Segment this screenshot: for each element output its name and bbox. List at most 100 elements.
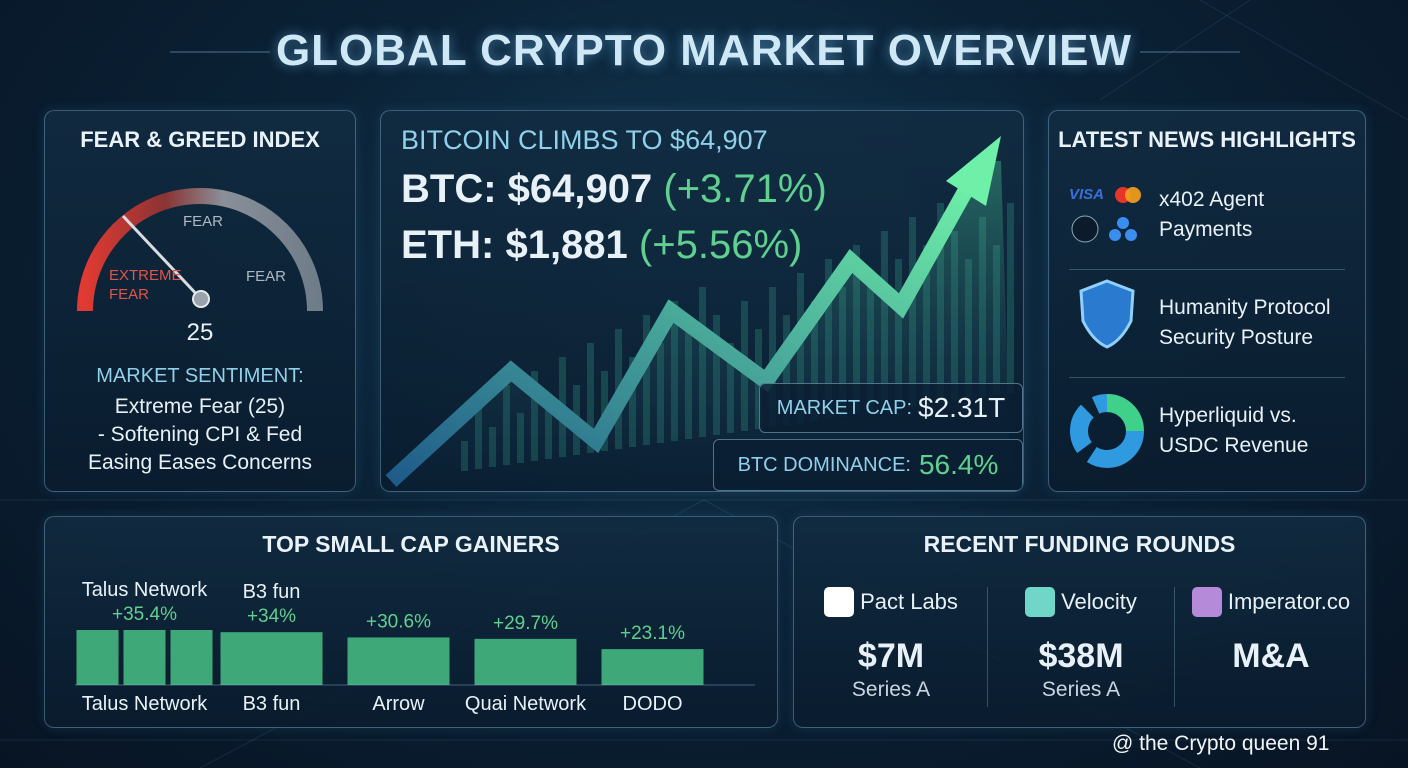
gainers-chart: +35.4% Talus Network Talus Network +34% B3 f…: [75, 579, 755, 715]
market-cap-box: MARKET CAP: $2.31T: [759, 383, 1023, 433]
top-name: B3 fun: [243, 581, 301, 603]
funding-amount: $7M: [857, 637, 925, 675]
sentiment-label: MARKET SENTIMENT:: [96, 365, 304, 387]
funding-logo: [1191, 587, 1222, 617]
x-tick-label: Arrow: [372, 693, 425, 715]
funding-logo: [1025, 587, 1056, 617]
eth-label: ETH:: [401, 223, 495, 267]
divider: [987, 587, 988, 707]
news-line: Security Posture: [1159, 326, 1314, 349]
bar: [601, 649, 704, 685]
funding-panel: RECENT FUNDING ROUNDS Pact Labs $7M Series…: [793, 516, 1366, 728]
divider: [1069, 377, 1345, 378]
value-label: +23.1%: [620, 623, 685, 644]
gainers-panel: TOP SMALL CAP GAINERS +35.4% Talus Networ…: [44, 516, 778, 728]
arrow-head: [946, 136, 1001, 206]
hero-panel: BITCOIN CLIMBS TO $64,907 BTC: $64,907 (…: [380, 110, 1024, 492]
funding-round: Series A: [1041, 678, 1121, 701]
funding-amount: M&A: [1232, 637, 1310, 675]
panel-title: TOP SMALL CAP GAINERS: [262, 531, 560, 557]
news-line: Hyperliquid vs.: [1159, 404, 1297, 427]
funding-name-row: Pact Labs: [796, 587, 986, 617]
news-line: x402 Agent: [1159, 188, 1265, 211]
panel-title: LATEST NEWS HIGHLIGHTS: [1058, 127, 1356, 152]
news-item: x402 Agent Payments: [1159, 185, 1264, 245]
divider: [1069, 269, 1345, 270]
funding-name: Imperator.co: [1227, 589, 1351, 614]
logo-circle: [1071, 215, 1099, 243]
news-item: Hyperliquid vs. USDC Revenue: [1159, 401, 1308, 461]
funding-logo: [824, 587, 855, 617]
news-item: Humanity Protocol Security Posture: [1159, 293, 1331, 353]
news-panel: LATEST NEWS HIGHLIGHTS VISA x402 Agent Pa…: [1048, 110, 1366, 492]
market-cap-label: MARKET CAP:: [776, 396, 913, 419]
funding-name-row: Velocity: [986, 587, 1176, 617]
fear-greed-panel: FEAR & GREED INDEX EXTREME FEAR FEAR FEA…: [44, 110, 356, 492]
value-label: +34%: [247, 606, 296, 627]
funding-item: Velocity $38M Series A: [986, 587, 1176, 702]
funding-item: Imperator.co M&A: [1176, 587, 1366, 676]
eth-change: (+5.56%): [638, 223, 803, 267]
gauge-label: FEAR: [183, 213, 224, 230]
sentiment-line: - Softening CPI & Fed: [97, 423, 303, 446]
logo-dot: [1109, 229, 1121, 241]
gauge: [77, 188, 323, 312]
candle: [587, 343, 594, 453]
funding-item: Pact Labs $7M Series A: [796, 587, 986, 702]
eth-price: ETH: $1,881 (+5.56%): [401, 223, 802, 268]
headline: BITCOIN CLIMBS TO $64,907: [401, 125, 768, 155]
bar: [220, 632, 323, 685]
value-label: +30.6%: [366, 611, 431, 632]
news-line: Humanity Protocol: [1159, 296, 1331, 319]
x-tick-label: Talus Network: [82, 693, 209, 715]
panel-title: RECENT FUNDING ROUNDS: [923, 531, 1236, 557]
dominance-label: BTC DOMINANCE:: [737, 453, 911, 476]
btc-label: BTC:: [401, 167, 497, 211]
funding-amount: $38M: [1038, 637, 1124, 675]
btc-change: (+3.71%): [663, 167, 827, 211]
bar: [474, 638, 577, 685]
news-line: Payments: [1159, 218, 1253, 241]
dominance-value: 56.4%: [918, 449, 999, 480]
btc-value: $64,907: [507, 167, 653, 211]
watermark: @ the Crypto queen 91: [1112, 732, 1330, 755]
market-cap-value: $2.31T: [918, 392, 1006, 423]
gauge-label: EXTREME: [109, 267, 182, 284]
logo-dot: [1125, 187, 1141, 203]
panel-title: FEAR & GREED INDEX: [80, 127, 320, 152]
shield-icon: [1079, 279, 1135, 349]
top-name: Talus Network: [82, 579, 209, 601]
page-title: GLOBAL CRYPTO MARKET OVERVIEW: [275, 26, 1133, 75]
funding-name: Velocity: [1061, 589, 1137, 614]
funding-round: Series A: [851, 678, 931, 701]
logo-dot: [1125, 229, 1137, 241]
sentiment-line: Easing Eases Concerns: [87, 451, 313, 474]
logo-dot: [1117, 217, 1129, 229]
btc-price: BTC: $64,907 (+3.71%): [401, 167, 827, 212]
trend-arrow: [385, 177, 978, 487]
gauge-value: 25: [186, 319, 214, 346]
bar: [76, 630, 119, 685]
gauge-hub: [192, 290, 210, 308]
gauge-needle: [121, 214, 203, 301]
value-label: +29.7%: [493, 613, 558, 634]
candle: [1007, 203, 1014, 393]
gauge-arc: [77, 188, 323, 312]
bar: [123, 630, 166, 685]
funding-name-row: Imperator.co: [1176, 587, 1366, 617]
dominance-box: BTC DOMINANCE: 56.4%: [713, 439, 1023, 491]
x-tick-label: DODO: [623, 693, 683, 715]
value-label: +35.4%: [112, 604, 177, 625]
news-line: USDC Revenue: [1159, 434, 1309, 457]
sentiment-text: Extreme Fear (25) - Softening CPI & Fed …: [45, 393, 355, 477]
donut-slice: [1106, 394, 1144, 432]
x-tick-label: Quai Network: [465, 693, 587, 715]
eth-value: $1,881: [505, 223, 628, 267]
candle: [769, 287, 776, 427]
gauge-label: FEAR: [246, 268, 287, 285]
divider: [1174, 587, 1175, 707]
funding-name: Pact Labs: [860, 589, 958, 614]
visa-logo: VISA: [1069, 186, 1104, 203]
bar: [347, 637, 450, 685]
